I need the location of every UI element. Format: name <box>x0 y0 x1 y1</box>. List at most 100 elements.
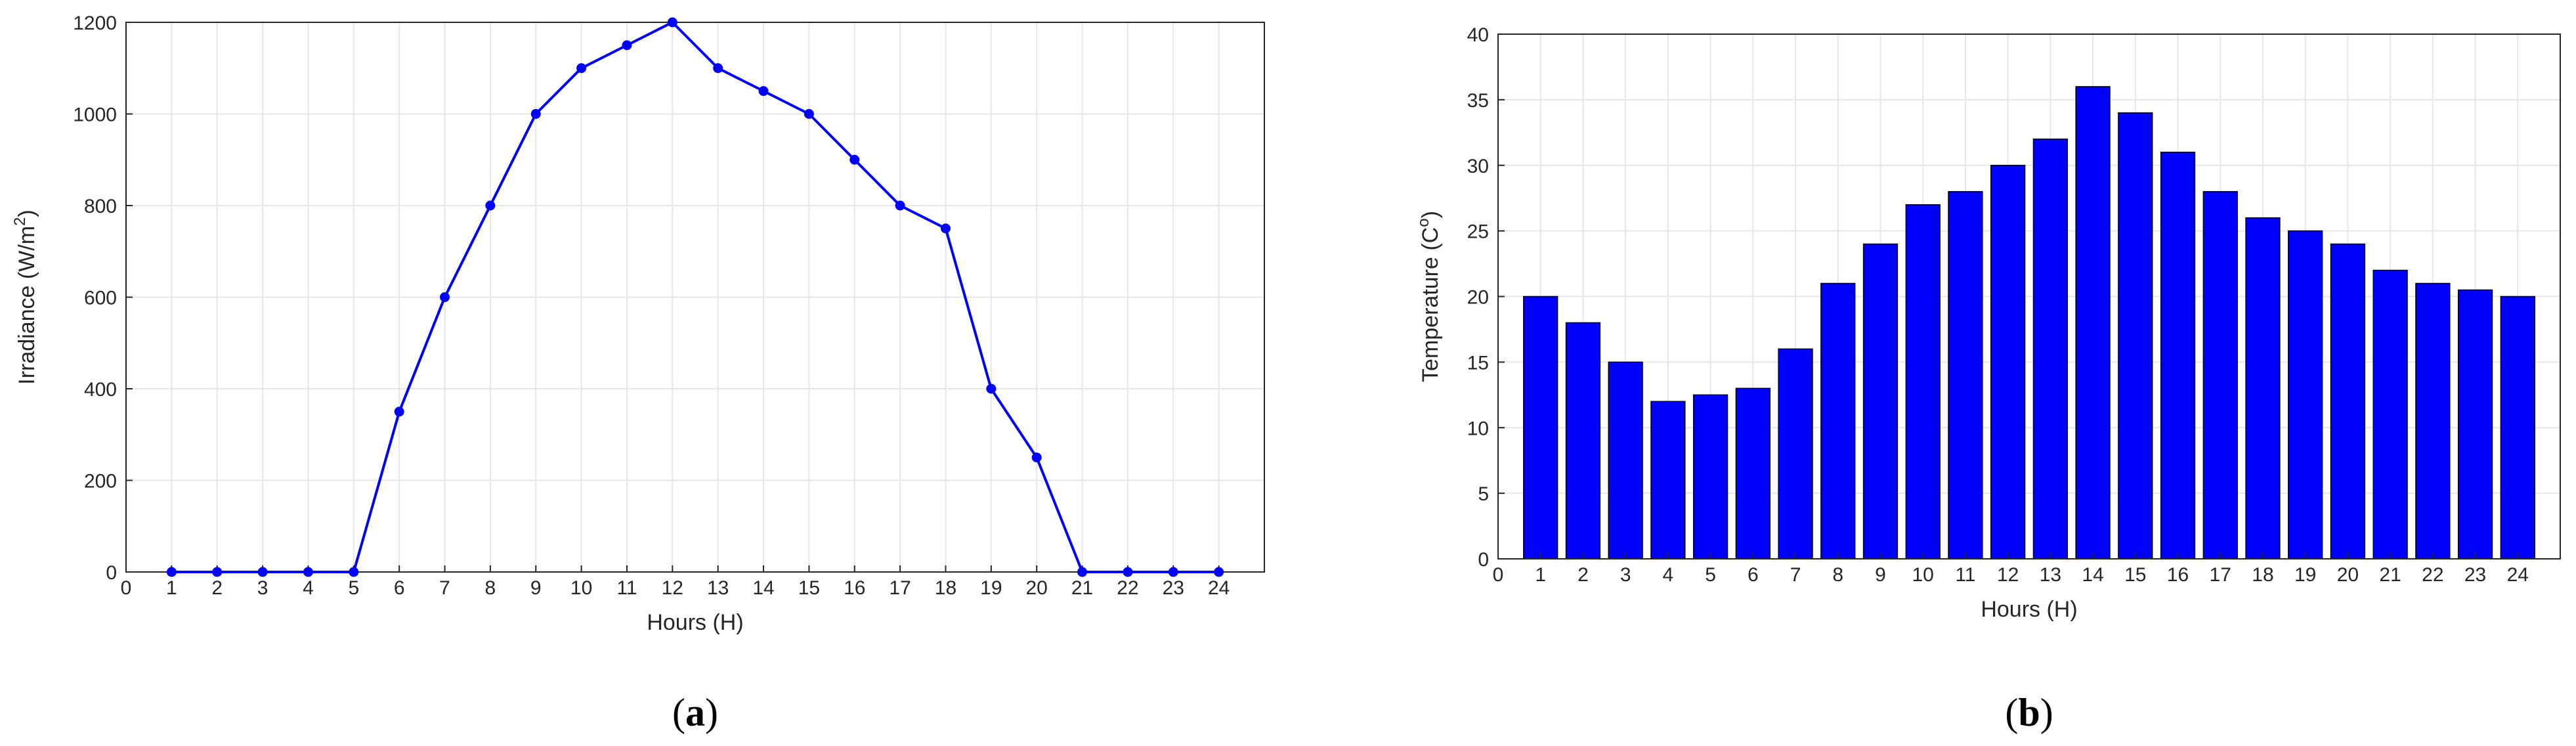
temperature-bar <box>2500 296 2535 560</box>
x-tick-label: 20 <box>2337 564 2359 586</box>
irradiance-point <box>576 63 587 74</box>
x-axis: 0 1 2 3 4 5 6 7 8 9 10 11 12 13 14 15 16 17 18 19 20 21 22 23 24 <box>121 565 1230 599</box>
temperature-bar <box>2372 269 2408 560</box>
temperature-bar <box>1523 296 1558 560</box>
irradiance-point <box>303 567 313 577</box>
x-tick-label: 13 <box>707 577 729 599</box>
irradiance-point <box>166 567 177 577</box>
x-tick-label: 18 <box>2252 564 2273 586</box>
x-tick-label: 23 <box>2464 564 2486 586</box>
temperature-bar <box>2457 289 2493 560</box>
temperature-bar <box>2118 112 2153 560</box>
y-tick-label: 20 <box>1467 287 1489 309</box>
temperature-bar <box>1778 348 1813 560</box>
x-tick-label: 13 <box>2040 564 2061 586</box>
temperature-bar <box>1862 243 1899 560</box>
y-tick-label: 600 <box>84 288 117 309</box>
x-tick-label: 21 <box>1071 577 1093 599</box>
irradiance-point <box>530 109 541 119</box>
irradiance-point <box>257 567 268 577</box>
x-tick-label: 5 <box>348 577 359 599</box>
x-tick-label: 12 <box>662 577 683 599</box>
x-axis: 0 1 2 3 4 5 6 7 8 9 10 11 12 13 14 15 16 17 18 19 20 21 22 23 24 <box>1493 552 2529 586</box>
x-axis-label: Hours (H) <box>647 610 743 635</box>
y-tick-label: 200 <box>84 471 117 493</box>
panel-caption: (a) <box>672 691 718 734</box>
x-tick-label: 0 <box>121 577 132 599</box>
x-tick-label: 14 <box>752 577 774 599</box>
temperature-bar <box>1905 204 1941 560</box>
temperature-bar <box>2415 282 2451 560</box>
irradiance-point <box>485 200 496 211</box>
temperature-bar <box>1990 165 2026 560</box>
x-tick-label: 3 <box>257 577 268 599</box>
x-tick-label: 19 <box>2294 564 2316 586</box>
x-tick-label: 24 <box>1208 577 1230 599</box>
x-tick-label: 21 <box>2379 564 2401 586</box>
x-tick-label: 5 <box>1705 564 1716 586</box>
irradiance-chart: 0 1 2 3 4 5 6 7 8 9 10 11 12 13 14 15 16 17 18 19 20 21 22 23 24… <box>11 12 1265 734</box>
x-tick-label: 8 <box>485 577 496 599</box>
temperature-bar <box>1565 322 1601 560</box>
irradiance-point <box>1031 452 1042 463</box>
x-tick-label: 2 <box>211 577 223 599</box>
x-tick-label: 19 <box>980 577 1002 599</box>
irradiance-point <box>804 109 814 119</box>
panel-caption: (b) <box>2005 691 2053 734</box>
y-axis-label: Temperature (Co) <box>1415 211 1443 382</box>
y-tick-label: 25 <box>1467 221 1489 243</box>
temperature-bar <box>2202 190 2238 560</box>
y-tick-label: 40 <box>1467 24 1489 46</box>
x-tick-label: 10 <box>570 577 592 599</box>
irradiance-point <box>895 200 905 211</box>
x-tick-label: 7 <box>439 577 450 599</box>
irradiance-point <box>212 567 223 577</box>
x-tick-label: 12 <box>1997 564 2019 586</box>
temperature-bar <box>1692 394 1728 560</box>
irradiance-point <box>394 406 404 417</box>
y-tick-label: 0 <box>1478 549 1489 571</box>
irradiance-point <box>713 63 723 74</box>
y-tick-label: 1000 <box>73 104 117 126</box>
x-tick-label: 11 <box>616 577 637 599</box>
x-tick-label: 0 <box>1493 564 1504 586</box>
x-tick-label: 7 <box>1790 564 1801 586</box>
temperature-bar <box>1650 401 1686 560</box>
x-tick-label: 6 <box>1748 564 1759 586</box>
y-tick-label: 1200 <box>73 12 117 34</box>
y-axis: 0 200 400 600 800 1000 1200 <box>73 12 133 584</box>
irradiance-point <box>667 17 677 28</box>
x-tick-label: 24 <box>2507 564 2529 586</box>
irradiance-point <box>1123 567 1133 577</box>
x-tick-label: 18 <box>935 577 956 599</box>
y-tick-label: 5 <box>1478 483 1489 505</box>
y-tick-label: 400 <box>84 379 117 401</box>
temperature-bar <box>1608 361 1643 560</box>
irradiance-point <box>440 292 450 302</box>
irradiance-point <box>940 223 951 234</box>
irradiance-point <box>1214 567 1224 577</box>
x-tick-label: 22 <box>2422 564 2443 586</box>
x-tick-label: 16 <box>844 577 865 599</box>
y-tick-label: 800 <box>84 196 117 217</box>
x-tick-label: 4 <box>303 577 314 599</box>
x-tick-label: 4 <box>1663 564 1674 586</box>
x-tick-label: 23 <box>1163 577 1184 599</box>
series-temperature <box>1523 86 2535 560</box>
irradiance-point <box>349 567 359 577</box>
x-tick-label: 9 <box>530 577 542 599</box>
x-tick-label: 11 <box>1955 564 1975 586</box>
irradiance-point <box>986 384 997 394</box>
x-tick-label: 15 <box>2124 564 2146 586</box>
irradiance-point <box>1168 567 1178 577</box>
temperature-bar <box>2075 86 2111 560</box>
temperature-bar <box>1820 282 1856 560</box>
y-tick-label: 0 <box>106 562 117 584</box>
y-axis-label: Irradiance (W/m2) <box>11 209 39 385</box>
series-irradiance <box>166 17 1224 577</box>
temperature-bar <box>2330 243 2366 560</box>
irradiance-point <box>622 40 632 51</box>
x-tick-label: 15 <box>798 577 820 599</box>
irradiance-point <box>849 154 860 165</box>
